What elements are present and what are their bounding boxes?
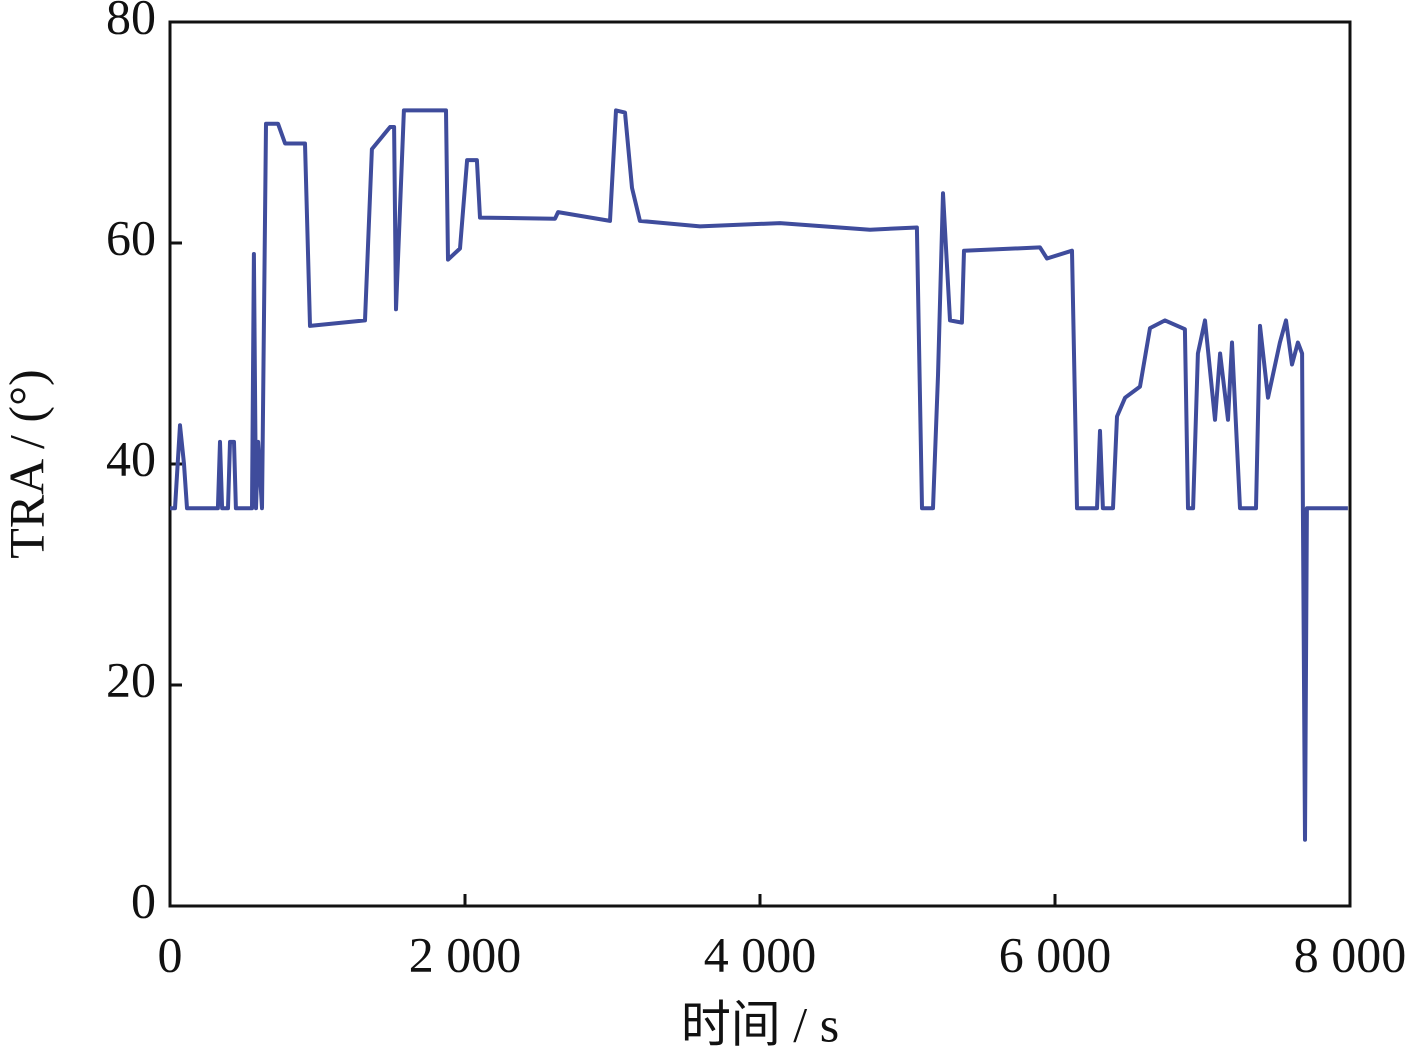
x-axis-label: 时间 / s: [681, 996, 839, 1052]
y-tick-label: 40: [106, 430, 156, 486]
y-tick-label: 20: [106, 651, 156, 707]
x-tick-label: 2 000: [409, 926, 522, 982]
y-tick-label: 80: [106, 0, 156, 44]
y-axis-label: TRA / (°): [0, 369, 54, 558]
x-tick-label: 0: [158, 926, 183, 982]
x-tick-label: 8 000: [1294, 926, 1407, 982]
x-tick-label: 6 000: [999, 926, 1112, 982]
y-tick-label: 60: [106, 209, 156, 265]
y-tick-label: 0: [131, 872, 156, 928]
plot-frame: [168, 20, 1352, 908]
data-line: [170, 108, 1348, 842]
x-tick-label: 4 000: [704, 926, 817, 982]
